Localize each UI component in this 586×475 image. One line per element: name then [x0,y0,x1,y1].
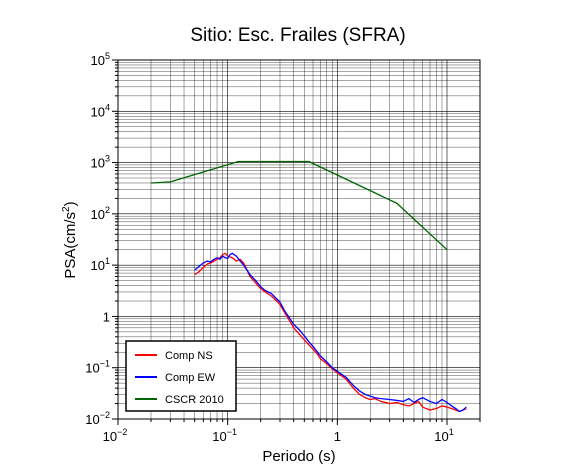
series-lines [150,160,467,413]
y-tick-label: 104 [91,102,110,119]
y-tick-label-base: 10 [91,258,105,273]
y-tick-label: 10−1 [85,359,110,376]
x-tick-label-base: 10 [212,429,226,444]
legend-label-comp-ew: Comp EW [165,372,216,384]
x-tick-label-exponent: −1 [227,427,237,437]
y-tick-label-exponent: −1 [100,359,110,369]
y-tick-label-exponent: −2 [100,410,110,420]
y-tick-label: 105 [91,51,110,68]
x-tick-label: 101 [434,427,453,444]
y-tick-label-base: 10 [91,104,105,119]
chart-title: Sitio: Esc. Frailes (SFRA) [190,25,405,46]
y-tick-label: 10−2 [85,410,110,427]
x-tick-label-base: 10 [103,429,117,444]
grid-lines [117,59,481,420]
y-tick-label-exponent: 3 [105,154,110,164]
y-tick-label-base: 10 [91,53,105,68]
x-tick-label-base: 10 [434,429,448,444]
x-tick-label: 1 [334,429,341,444]
y-tick-label: 102 [91,205,110,222]
y-tick-label-exponent: 5 [105,51,110,61]
legend: Comp NS Comp EW CSCR 2010 [125,340,237,412]
legend-label-comp-ns: Comp NS [165,350,213,362]
series-line-cscr-2010 [150,160,448,251]
y-tick-label: 103 [91,154,110,171]
series-line-comp-ns [194,252,467,413]
y-tick-label-exponent: 1 [105,256,110,266]
y-tick-label: 101 [91,256,110,273]
y-axis-label-base: PSA(cm/s [62,212,79,279]
y-tick-label: 1 [103,309,110,324]
tick-marks [112,59,481,425]
x-tick-label-exponent: 1 [449,427,454,437]
y-tick-label-base: 10 [91,156,105,171]
x-tick-labels: 10−2 10−1 1 101 [103,427,454,444]
y-tick-label-base: 10 [85,412,99,427]
x-axis-label: Periodo (s) [262,448,335,465]
series-line-comp-ew [194,252,467,413]
y-tick-label-base: 10 [91,207,105,222]
x-tick-label: 10−2 [103,427,128,444]
y-tick-label-exponent: 2 [105,205,110,215]
x-tick-label-exponent: −2 [117,427,127,437]
y-tick-label-base: 10 [85,361,99,376]
y-axis-label-close: ) [62,201,79,206]
y-axis-label-superscript: 2 [61,206,72,212]
y-axis-label: PSA(cm/s2) [61,201,79,278]
legend-label-cscr-2010: CSCR 2010 [165,394,224,406]
y-tick-label-exponent: 4 [105,102,110,112]
plot-area-frame [117,59,481,420]
x-tick-label: 10−1 [212,427,237,444]
